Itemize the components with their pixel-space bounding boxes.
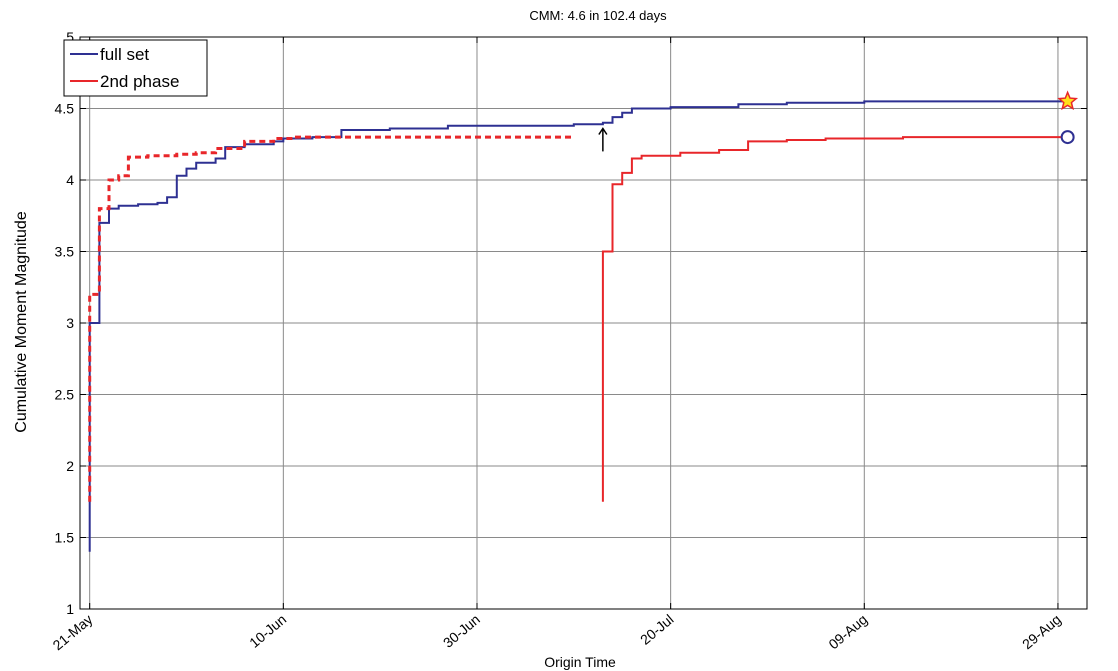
x-axis-label: Origin Time xyxy=(544,654,616,670)
y-tick-label: 3.5 xyxy=(55,244,75,260)
legend-label-2nd-phase: 2nd phase xyxy=(100,72,179,91)
series-line-2nd-phase xyxy=(601,136,1068,502)
y-tick-label: 4 xyxy=(66,172,74,188)
x-tick-label: 30-Jun xyxy=(440,611,483,651)
markers xyxy=(598,90,1079,152)
y-tick-marks xyxy=(80,36,1087,610)
x-tick-label: 20-Jul xyxy=(637,611,677,648)
legend-label-full-set: full set xyxy=(100,45,149,64)
y-tick-label: 1.5 xyxy=(55,530,75,546)
series-lines xyxy=(88,100,1068,552)
end-circle-marker xyxy=(1060,130,1075,145)
x-tick-label: 29-Aug xyxy=(1019,611,1064,652)
end-star-marker xyxy=(1057,90,1079,111)
annotation-arrow-head xyxy=(598,127,608,135)
y-tick-label: 3 xyxy=(66,315,74,331)
x-tick-label: 21-May xyxy=(50,611,96,653)
grid-lines xyxy=(80,37,1087,609)
y-axis-label: Cumulative Moment Magnitude xyxy=(13,211,30,433)
y-tick-label: 1 xyxy=(66,601,74,617)
legend: full set 2nd phase xyxy=(63,39,208,97)
series-line-full-set xyxy=(88,100,1068,552)
y-tick-labels: 1 1.5 2 2.5 3 3.5 4 4.5 5 xyxy=(55,29,75,617)
y-tick-label: 5 xyxy=(66,29,74,45)
chart-title: CMM: 4.6 in 102.4 days xyxy=(529,8,667,23)
x-tick-label: 10-Jun xyxy=(246,611,289,651)
series-line-dashed xyxy=(88,135,574,502)
y-tick-label: 2 xyxy=(66,458,74,474)
legend-box xyxy=(63,39,208,97)
x-tick-label: 09-Aug xyxy=(825,611,870,652)
y-tick-label: 4.5 xyxy=(55,101,75,117)
y-tick-label: 2.5 xyxy=(55,387,75,403)
x-tick-labels: 21-May 10-Jun 30-Jun 20-Jul 09-Aug 29-Aug xyxy=(50,611,1064,653)
